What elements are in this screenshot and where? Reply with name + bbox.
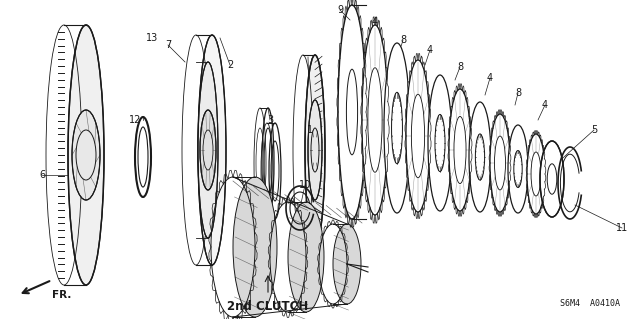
Text: 4: 4: [487, 73, 493, 83]
Ellipse shape: [448, 85, 472, 215]
Ellipse shape: [288, 202, 324, 312]
Text: S6M4  A0410A: S6M4 A0410A: [560, 299, 620, 308]
Ellipse shape: [308, 100, 322, 200]
Text: 13: 13: [146, 33, 158, 43]
Ellipse shape: [540, 141, 564, 217]
Ellipse shape: [405, 55, 431, 217]
Ellipse shape: [233, 177, 277, 317]
Ellipse shape: [526, 131, 546, 217]
Ellipse shape: [198, 62, 218, 238]
Text: 4: 4: [542, 100, 548, 110]
Text: 6: 6: [39, 170, 45, 180]
Text: 2: 2: [227, 60, 233, 70]
Text: 2nd CLUTCH: 2nd CLUTCH: [227, 300, 308, 314]
Text: 4: 4: [427, 45, 433, 55]
Text: FR.: FR.: [52, 290, 72, 300]
Ellipse shape: [68, 25, 104, 285]
Text: 7: 7: [165, 40, 171, 50]
Text: 1: 1: [307, 125, 313, 135]
Text: 8: 8: [515, 88, 521, 98]
Text: 9: 9: [337, 5, 343, 15]
Text: 12: 12: [129, 115, 141, 125]
Text: 5: 5: [591, 125, 597, 135]
Ellipse shape: [508, 124, 528, 214]
Ellipse shape: [468, 101, 492, 213]
Ellipse shape: [333, 224, 361, 304]
Ellipse shape: [305, 55, 325, 245]
Ellipse shape: [428, 74, 452, 212]
Text: 4: 4: [372, 17, 378, 27]
Text: 11: 11: [616, 223, 628, 233]
Text: 8: 8: [400, 35, 406, 45]
Text: 8: 8: [457, 62, 463, 72]
Ellipse shape: [72, 110, 100, 200]
Ellipse shape: [198, 35, 226, 265]
Ellipse shape: [384, 41, 410, 215]
Text: 10: 10: [299, 180, 311, 190]
Ellipse shape: [361, 19, 389, 222]
Ellipse shape: [490, 111, 511, 215]
Ellipse shape: [200, 110, 216, 190]
Ellipse shape: [352, 5, 380, 219]
Text: 3: 3: [267, 115, 273, 125]
